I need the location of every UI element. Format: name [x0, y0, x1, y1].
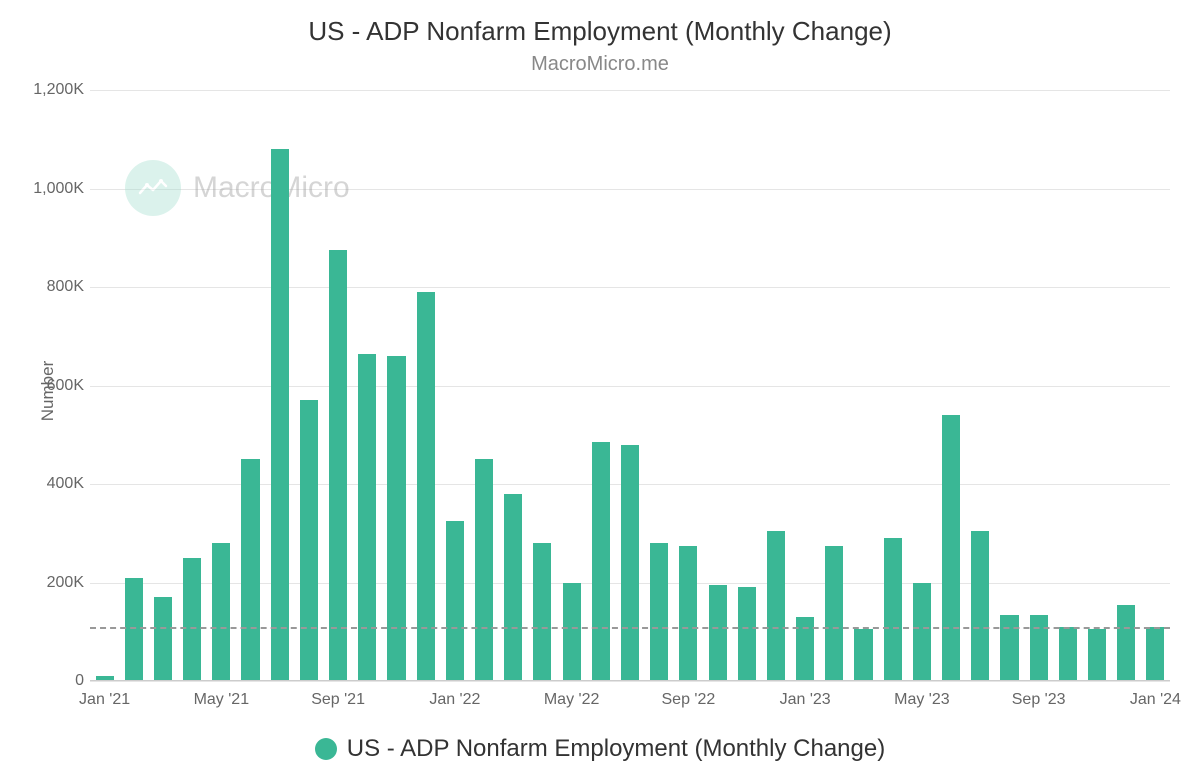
bar	[913, 583, 931, 682]
y-tick-label: 200K	[32, 574, 84, 592]
chart-subtitle: MacroMicro.me	[0, 53, 1200, 76]
bar	[679, 546, 697, 681]
bar	[1146, 627, 1164, 681]
chart-title: US - ADP Nonfarm Employment (Monthly Cha…	[0, 0, 1200, 47]
bar	[504, 494, 522, 681]
bar	[767, 531, 785, 681]
x-axis-baseline	[90, 680, 1170, 681]
x-tick-label: May '23	[894, 691, 950, 709]
chart-container: US - ADP Nonfarm Employment (Monthly Cha…	[0, 0, 1200, 781]
x-tick-label: Jan '21	[79, 691, 130, 709]
bar	[854, 629, 872, 681]
bar	[709, 585, 727, 681]
bar	[446, 521, 464, 681]
bar	[650, 543, 668, 681]
reference-line	[90, 627, 1170, 629]
bar	[417, 292, 435, 681]
y-tick-label: 0	[32, 672, 84, 690]
x-tick-label: Jan '22	[429, 691, 480, 709]
bar	[942, 415, 960, 681]
bar	[154, 597, 172, 681]
bar	[592, 442, 610, 681]
bar	[329, 250, 347, 681]
bar	[1088, 629, 1106, 681]
y-tick-label: 600K	[32, 377, 84, 395]
bar	[738, 587, 756, 681]
x-tick-label: Sep '22	[661, 691, 715, 709]
bar	[621, 445, 639, 681]
bar	[1030, 615, 1048, 681]
bar	[971, 531, 989, 681]
x-tick-label: May '22	[544, 691, 600, 709]
bar	[1059, 627, 1077, 681]
watermark-logo-icon	[125, 160, 181, 216]
x-tick-label: May '21	[194, 691, 250, 709]
bar	[125, 578, 143, 681]
x-tick-label: Jan '23	[780, 691, 831, 709]
bar	[241, 459, 259, 681]
y-tick-label: 400K	[32, 475, 84, 493]
bar	[387, 356, 405, 681]
bar	[358, 354, 376, 682]
x-tick-label: Jan '24	[1130, 691, 1181, 709]
y-tick-label: 800K	[32, 278, 84, 296]
gridline	[90, 681, 1170, 682]
bar	[300, 400, 318, 681]
y-tick-label: 1,000K	[32, 180, 84, 198]
bar	[1117, 605, 1135, 681]
bar	[825, 546, 843, 681]
legend-marker-icon	[315, 738, 337, 760]
watermark: MacroMicro	[125, 160, 350, 216]
bar	[533, 543, 551, 681]
bar	[884, 538, 902, 681]
x-tick-label: Sep '23	[1012, 691, 1066, 709]
legend: US - ADP Nonfarm Employment (Monthly Cha…	[0, 735, 1200, 763]
bar	[1000, 615, 1018, 681]
bar	[183, 558, 201, 681]
x-tick-label: Sep '21	[311, 691, 365, 709]
bar	[212, 543, 230, 681]
bar	[475, 459, 493, 681]
bar	[271, 149, 289, 681]
bar	[563, 583, 581, 682]
legend-label: US - ADP Nonfarm Employment (Monthly Cha…	[347, 735, 885, 763]
y-tick-label: 1,200K	[32, 81, 84, 99]
